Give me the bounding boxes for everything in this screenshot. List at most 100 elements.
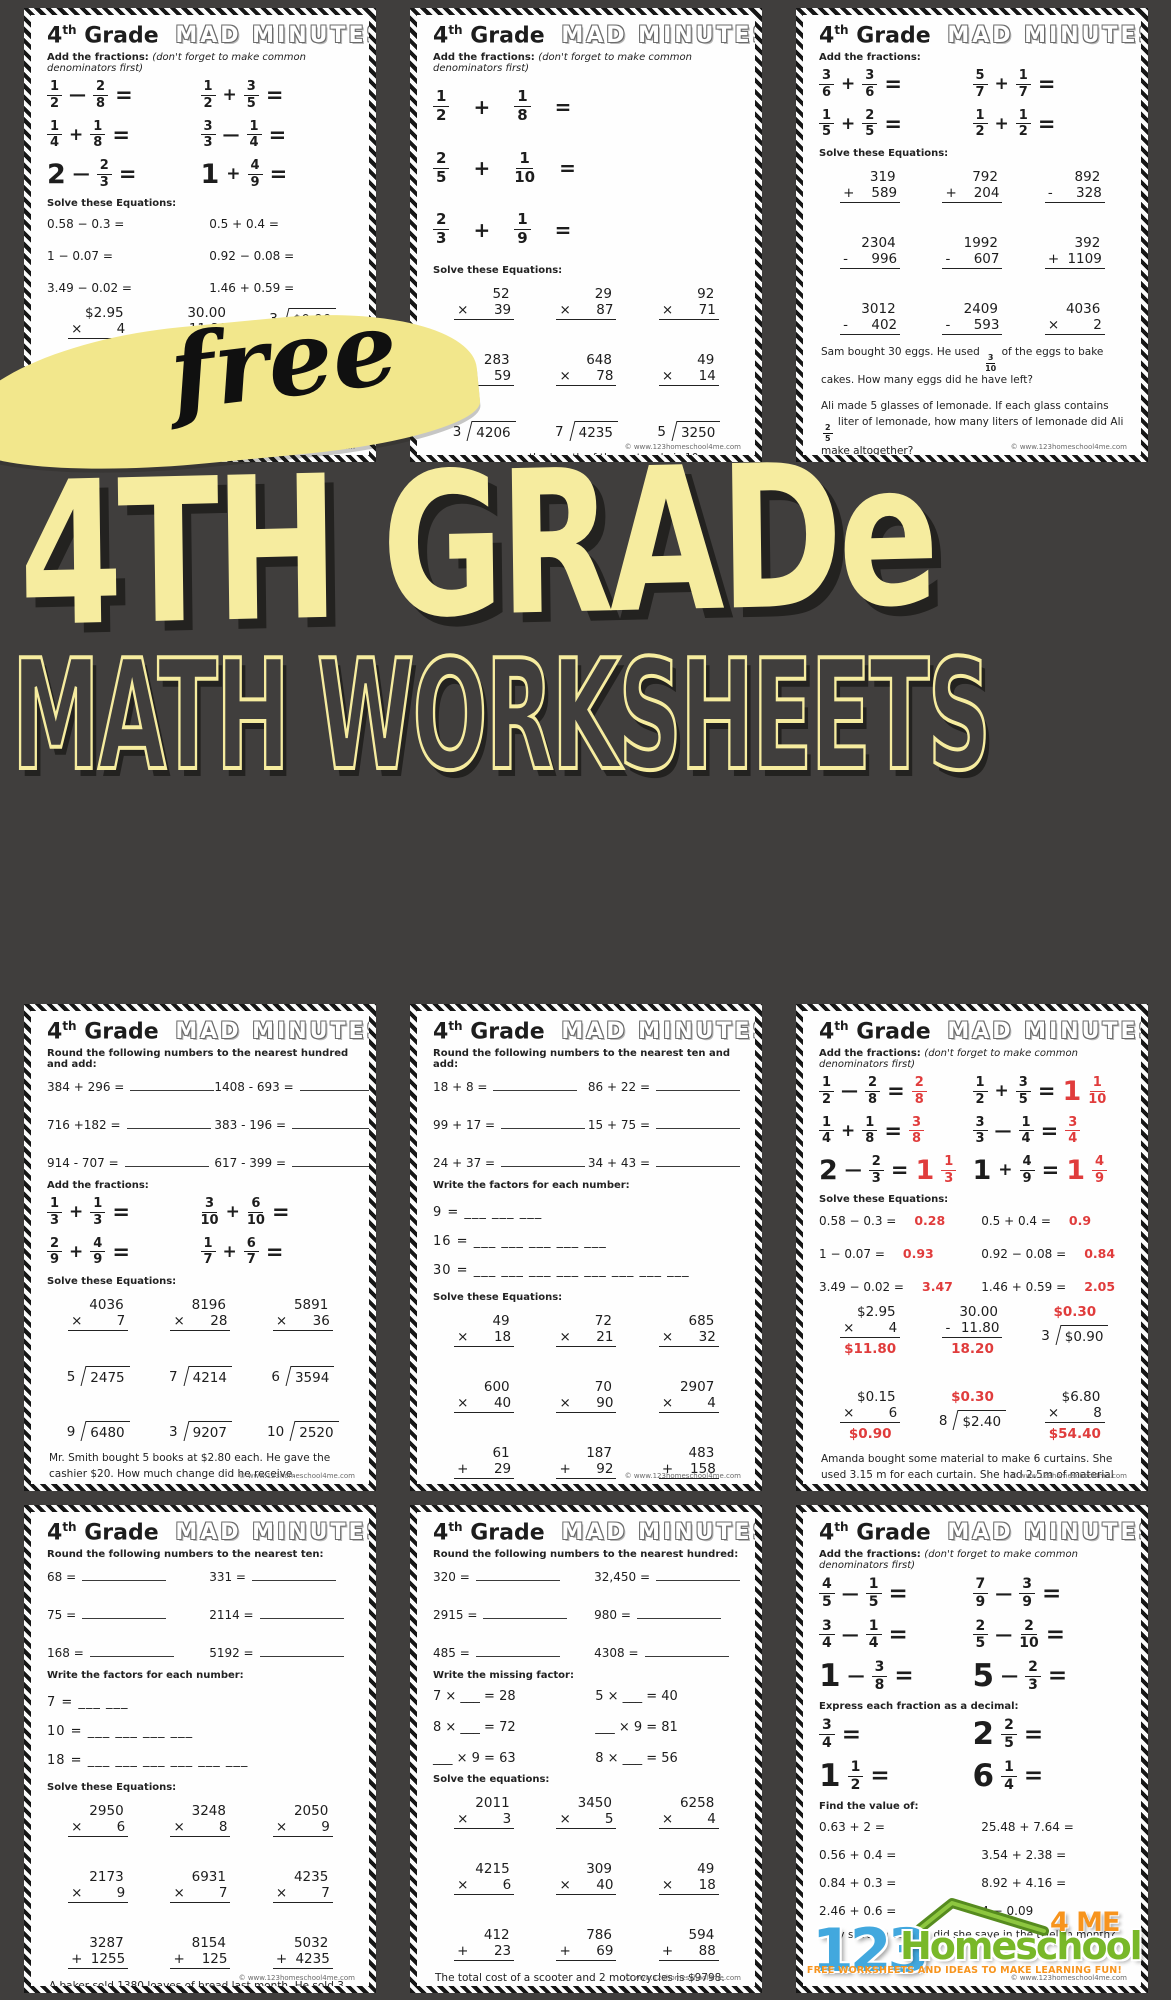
answer-blank (493, 1078, 578, 1092)
whole-number: 1 (200, 158, 220, 190)
factor-line: 18 = ___ ___ ___ ___ ___ ___ (47, 1753, 249, 1769)
fraction-problem: 1 1 2 = (819, 1760, 973, 1792)
operator-row: +88 (658, 1943, 719, 1962)
operand: 3450 (577, 1795, 612, 1812)
grade-word: Grade (462, 1019, 553, 1045)
operator-row: × 4 (840, 1320, 901, 1339)
worksheet-card-bottom-center: 4th Grade MAD MINUTES Round the following… (410, 1505, 762, 1993)
operand: 2950 (89, 1803, 124, 1820)
operator: + (994, 1081, 1009, 1102)
missing-factor-line: 8 × ___ = 72 (433, 1720, 516, 1736)
fill-in-problem: 168 = (47, 1644, 209, 1660)
stacked-row: 4036 × 7 8196 × 28 5891 × 36 (47, 1297, 354, 1331)
stacked-problem: 70 × 90 (535, 1379, 637, 1414)
stacked-problem: 29 × 87 (535, 286, 637, 320)
answer-blank (299, 1078, 369, 1092)
operator-row: × 7 (68, 1313, 129, 1331)
operator: = (1040, 1118, 1059, 1143)
fill-in-problem: 5192 = (209, 1644, 354, 1660)
fill-in-problem: 15 + 75 = (588, 1116, 740, 1132)
equation-text: 0.58 − 0.3 = (819, 1214, 897, 1229)
answer-blank (475, 1644, 560, 1658)
word-problem: Megan at 18 of a cake and her sister ate… (435, 1489, 738, 1491)
divisor: 5 (66, 1368, 76, 1385)
problem-text: 383 - 196 = (214, 1118, 287, 1133)
equation-text: 1 − 0.07 = (819, 1247, 885, 1262)
worksheet-footer: © www.123homeschool4me.com (624, 443, 741, 451)
stacked-problem: 30.00-11.80 18.20 (921, 1304, 1023, 1357)
grade-word: Grade (76, 1019, 167, 1045)
stacked-problem: 2050 × 9 (252, 1803, 354, 1838)
stacked-row: 2011 × 3 3450 × 5 6258 × 4 (433, 1795, 740, 1830)
section-heading: Add the fractions: (don't forget to make… (47, 52, 306, 75)
stacked-problem: 6 3594 (252, 1363, 354, 1386)
operator: — (847, 1666, 865, 1687)
fraction-problem: 3 3 — 1 4 = (200, 119, 355, 150)
operator-row: × 9 (272, 1819, 333, 1838)
stacked-problem: 7 4214 (149, 1363, 251, 1386)
operand: $2.95 (85, 305, 124, 322)
worksheet-card-bottom-left: 4th Grade MAD MINUTES Round the following… (24, 1505, 376, 1993)
operator: = (841, 1721, 862, 1748)
operator: = (115, 83, 133, 108)
fraction-problem: 7 9 — 3 9 = (972, 1577, 1127, 1609)
stacked-problem: 600 × 40 (433, 1379, 535, 1414)
equation: 1.46 + 0.59 = (209, 281, 354, 295)
problem-text: 168 = (47, 1646, 84, 1661)
operator: = (1037, 72, 1056, 97)
equation: 0.92 − 0.08 = 0.84 (981, 1246, 1126, 1261)
division-problem: 3 $0.90 (1041, 1325, 1109, 1346)
operator: = (559, 156, 576, 181)
operator: = (1037, 111, 1056, 136)
stacked-problem: $6.80 × 8 $54.40 (1024, 1389, 1126, 1442)
worksheet-footer: © www.123homeschool4me.com (1010, 443, 1127, 451)
operand: 412 (483, 1927, 510, 1944)
fill-in-problem: 34 + 43 = (588, 1154, 740, 1170)
operator: = (271, 1200, 290, 1225)
word-problem: Mr. Smith bought 5 books at $2.80 each. … (49, 1451, 331, 1480)
poster-title: 4TH GRADe (17, 418, 936, 671)
operator-row: +23 (454, 1943, 515, 1962)
operator-row: ×6 (840, 1405, 901, 1424)
stacked-row: 2950 × 6 3248 × 8 2050 × 9 (47, 1803, 354, 1838)
stacked-problem: 10 2520 (252, 1418, 354, 1441)
equation-text: 0.58 − 0.3 = (47, 217, 125, 232)
fill-in-problem: 716 +182 = (47, 1116, 214, 1132)
roof-icon (907, 1898, 1049, 1940)
stacked-problem: 319 +589 (819, 169, 921, 203)
operator-row: +158 (658, 1461, 719, 1480)
missing-factor-line: 5 × ___ = 40 (595, 1689, 678, 1705)
fraction-section: 1 2 +1 8 = 2 5 +1 10 = 2 3 +1 9 = (433, 80, 740, 256)
grade-label: 4 (433, 1019, 449, 1045)
operand: 483 (688, 1445, 715, 1462)
operand: 2409 (963, 300, 998, 317)
stacked-problem: 2011 × 3 (433, 1795, 535, 1830)
problem-text: 99 + 17 = (433, 1118, 496, 1133)
fraction-row: 1—3 8 = 5—2 3 = (819, 1660, 1126, 1692)
operator-row: × 36 (272, 1313, 333, 1331)
operand: 2304 (861, 234, 896, 251)
factor-line: 16 = ___ ___ ___ ___ ___ (433, 1234, 607, 1250)
grade-word: Grade (462, 1520, 553, 1546)
operand: 49 (697, 351, 715, 368)
divisor: 5 (657, 423, 666, 440)
dividend: $0.90 (1060, 1325, 1109, 1345)
operator-row: × 32 (658, 1329, 719, 1348)
section-heading: Write the factors for each number: (433, 1180, 630, 1192)
operator-row: × 39 (454, 302, 515, 320)
operator-row: × 5 (556, 1811, 617, 1830)
operator: — (222, 124, 240, 145)
equation-grid: 0.58 − 0.3 = 0.5 + 0.4 = 1 − 0.07 = 0.92 − … (47, 217, 354, 295)
stacked-problem: $0.15 × 6 $0.90 (819, 1389, 921, 1442)
fraction-section: 1 2—2 8 = 1 2 +3 5 = 1 4 +1 8 = 3 3—1 4 = 2—2 3 = 1 +4 9 = (47, 80, 354, 189)
